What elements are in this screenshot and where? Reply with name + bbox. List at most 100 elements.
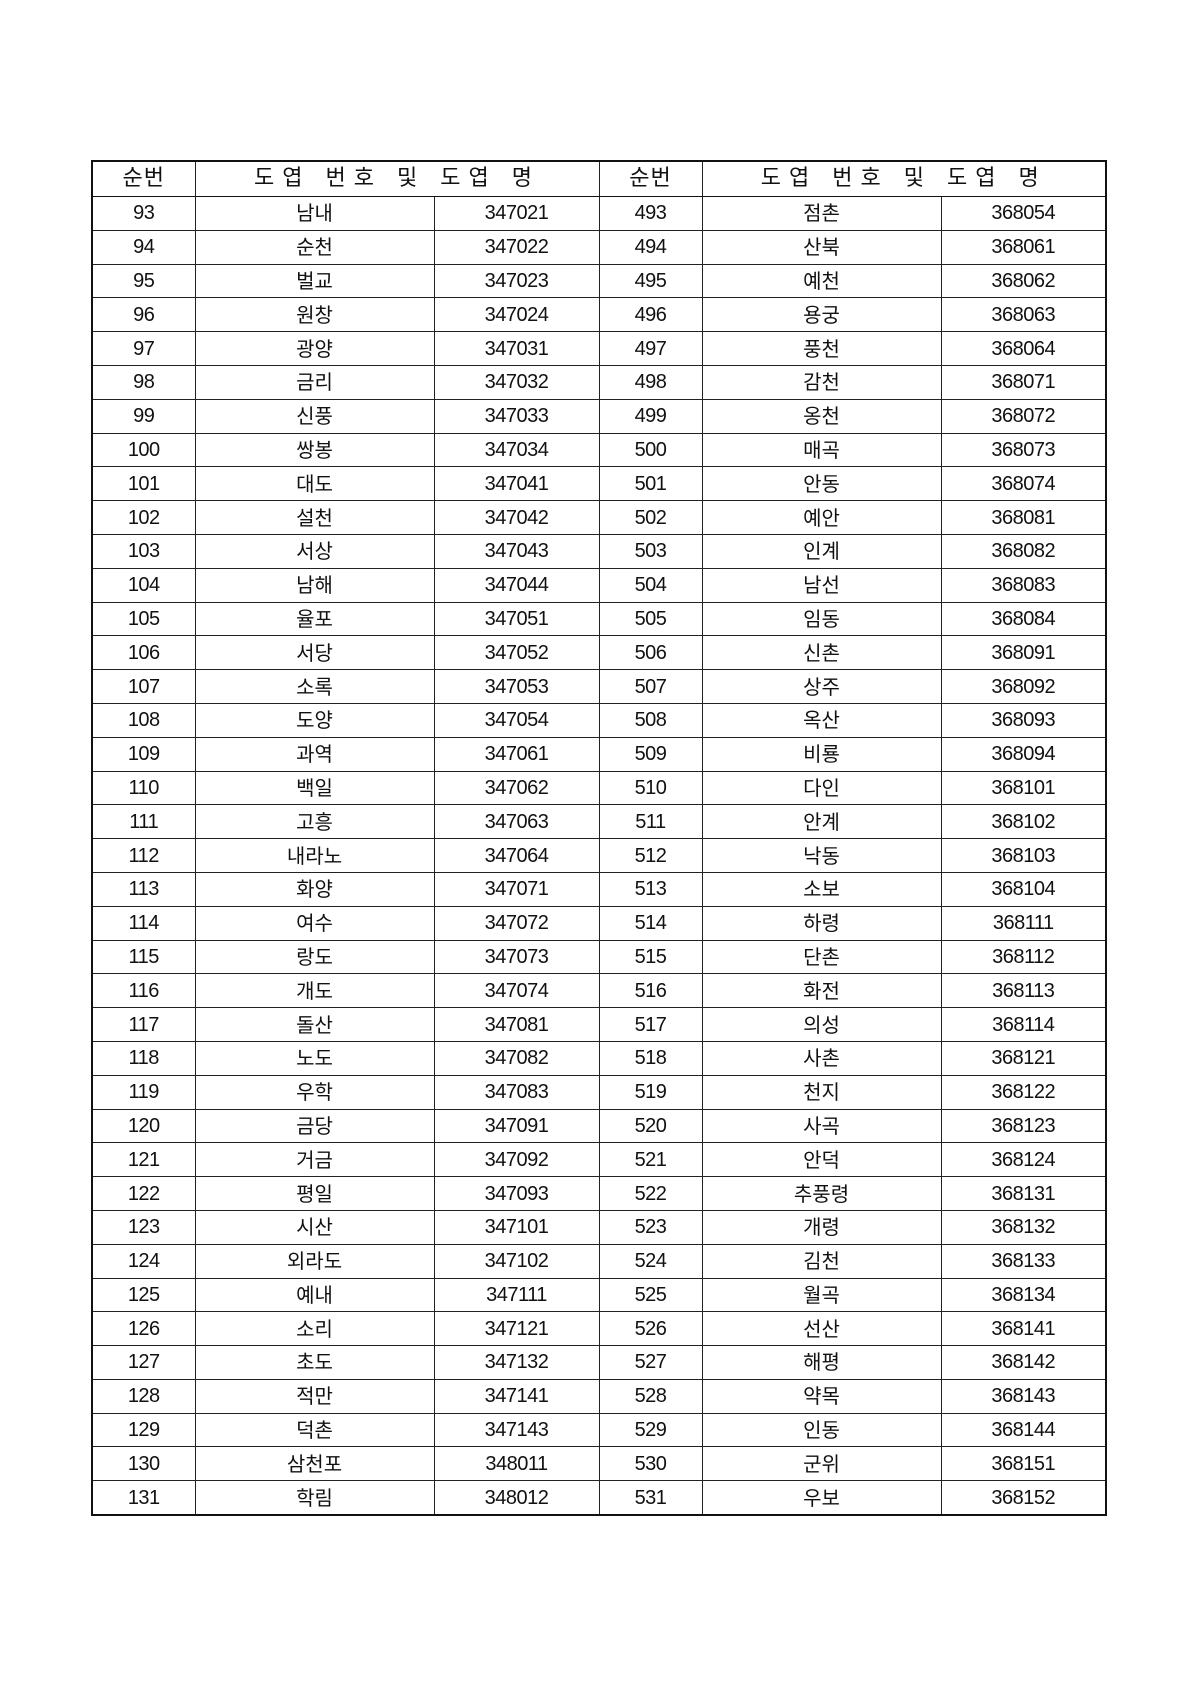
left-seq-cell: 115 [91, 939, 196, 975]
right-map-number-cell: 368123 [940, 1108, 1107, 1144]
right-map-name-cell: 소보 [701, 871, 942, 907]
right-map-number-cell: 368151 [940, 1446, 1107, 1482]
right-map-name-cell: 안동 [701, 466, 942, 502]
right-map-name-cell: 김천 [701, 1243, 942, 1279]
right-map-number-cell: 368152 [940, 1480, 1107, 1516]
left-map-number-cell: 347102 [433, 1243, 600, 1279]
left-map-name-cell: 과역 [194, 736, 435, 772]
table-row: 128 적만 347141 528 약목 368143 [91, 1378, 1107, 1414]
right-seq-cell: 521 [598, 1142, 703, 1178]
left-seq-cell: 111 [91, 804, 196, 840]
table-row: 129 덕촌 347143 529 인동 368144 [91, 1412, 1107, 1448]
left-map-number-cell: 348011 [433, 1446, 600, 1482]
left-map-name-cell: 노도 [194, 1040, 435, 1076]
left-map-name-cell: 화양 [194, 871, 435, 907]
header-map-left: 도엽 번호 및 도엽 명 [194, 160, 600, 197]
map-sheet-index-table: 순번 도엽 번호 및 도엽 명 순번 도엽 번호 및 도엽 명 93 남내 3470… [91, 160, 1107, 1517]
left-map-name-cell: 남내 [194, 196, 435, 231]
left-map-name-cell: 평일 [194, 1176, 435, 1211]
left-map-name-cell: 적만 [194, 1378, 435, 1414]
right-map-number-cell: 368113 [940, 973, 1107, 1009]
right-map-number-cell: 368142 [940, 1345, 1107, 1380]
table-row: 117 돌산 347081 517 의성 368114 [91, 1007, 1107, 1042]
table-row: 131 학림 348012 531 우보 368152 [91, 1480, 1107, 1516]
left-map-name-cell: 대도 [194, 466, 435, 502]
left-seq-cell: 113 [91, 871, 196, 907]
left-seq-cell: 124 [91, 1243, 196, 1279]
right-map-name-cell: 신촌 [701, 635, 942, 671]
right-map-name-cell: 화전 [701, 973, 942, 1009]
right-seq-cell: 518 [598, 1040, 703, 1076]
right-seq-cell: 529 [598, 1412, 703, 1448]
right-map-name-cell: 풍천 [701, 331, 942, 366]
left-map-number-cell: 347121 [433, 1311, 600, 1347]
left-map-number-cell: 347031 [433, 331, 600, 366]
left-map-name-cell: 남해 [194, 567, 435, 603]
left-map-name-cell: 순천 [194, 229, 435, 265]
left-map-name-cell: 시산 [194, 1209, 435, 1245]
table-row: 104 남해 347044 504 남선 368083 [91, 567, 1107, 603]
table-row: 111 고흥 347063 511 안계 368102 [91, 804, 1107, 840]
table-row: 115 랑도 347073 515 단촌 368112 [91, 939, 1107, 975]
table-row: 108 도양 347054 508 옥산 368093 [91, 702, 1107, 738]
left-map-number-cell: 347074 [433, 973, 600, 1009]
right-seq-cell: 517 [598, 1007, 703, 1042]
right-seq-cell: 495 [598, 263, 703, 299]
right-seq-cell: 497 [598, 331, 703, 366]
table-row: 94 순천 347022 494 산북 368061 [91, 229, 1107, 265]
left-seq-cell: 94 [91, 229, 196, 265]
table-row: 101 대도 347041 501 안동 368074 [91, 466, 1107, 502]
left-map-number-cell: 347042 [433, 500, 600, 535]
left-map-number-cell: 347021 [433, 196, 600, 231]
left-map-number-cell: 347024 [433, 297, 600, 333]
right-seq-cell: 500 [598, 432, 703, 468]
left-map-name-cell: 백일 [194, 770, 435, 806]
left-map-name-cell: 외라도 [194, 1243, 435, 1279]
right-seq-cell: 498 [598, 364, 703, 400]
left-seq-cell: 125 [91, 1277, 196, 1313]
right-map-number-cell: 368082 [940, 533, 1107, 569]
right-map-number-cell: 368133 [940, 1243, 1107, 1279]
right-map-name-cell: 비룡 [701, 736, 942, 772]
left-seq-cell: 130 [91, 1446, 196, 1482]
left-map-number-cell: 347093 [433, 1176, 600, 1211]
table-row: 112 내라노 347064 512 낙동 368103 [91, 838, 1107, 873]
table-row: 100 쌍봉 347034 500 매곡 368073 [91, 432, 1107, 468]
right-seq-cell: 514 [598, 905, 703, 941]
left-map-number-cell: 347082 [433, 1040, 600, 1076]
left-map-name-cell: 소록 [194, 669, 435, 704]
table-row: 126 소리 347121 526 선산 368141 [91, 1311, 1107, 1347]
right-map-name-cell: 사곡 [701, 1108, 942, 1144]
right-seq-cell: 504 [598, 567, 703, 603]
left-map-name-cell: 개도 [194, 973, 435, 1009]
header-seq-right: 순번 [598, 160, 703, 197]
left-map-name-cell: 금당 [194, 1108, 435, 1144]
table-row: 103 서상 347043 503 인계 368082 [91, 533, 1107, 569]
right-seq-cell: 506 [598, 635, 703, 671]
left-map-number-cell: 347062 [433, 770, 600, 806]
left-seq-cell: 126 [91, 1311, 196, 1347]
table-row: 106 서당 347052 506 신촌 368091 [91, 635, 1107, 671]
table-row: 96 원창 347024 496 용궁 368063 [91, 297, 1107, 333]
right-map-name-cell: 개령 [701, 1209, 942, 1245]
left-map-name-cell: 내라노 [194, 838, 435, 873]
left-seq-cell: 105 [91, 601, 196, 637]
left-map-name-cell: 금리 [194, 364, 435, 400]
right-map-name-cell: 천지 [701, 1074, 942, 1110]
right-map-name-cell: 약목 [701, 1378, 942, 1414]
right-map-number-cell: 368072 [940, 398, 1107, 434]
right-seq-cell: 527 [598, 1345, 703, 1380]
right-map-number-cell: 368111 [940, 905, 1107, 941]
right-seq-cell: 505 [598, 601, 703, 637]
right-map-name-cell: 월곡 [701, 1277, 942, 1313]
right-map-number-cell: 368091 [940, 635, 1107, 671]
left-map-number-cell: 347141 [433, 1378, 600, 1414]
table-row: 122 평일 347093 522 추풍령 368131 [91, 1176, 1107, 1211]
table-row: 127 초도 347132 527 해평 368142 [91, 1345, 1107, 1380]
right-map-number-cell: 368134 [940, 1277, 1107, 1313]
right-seq-cell: 503 [598, 533, 703, 569]
right-map-number-cell: 368084 [940, 601, 1107, 637]
table-row: 95 벌교 347023 495 예천 368062 [91, 263, 1107, 299]
table-row: 109 과역 347061 509 비룡 368094 [91, 736, 1107, 772]
left-seq-cell: 100 [91, 432, 196, 468]
